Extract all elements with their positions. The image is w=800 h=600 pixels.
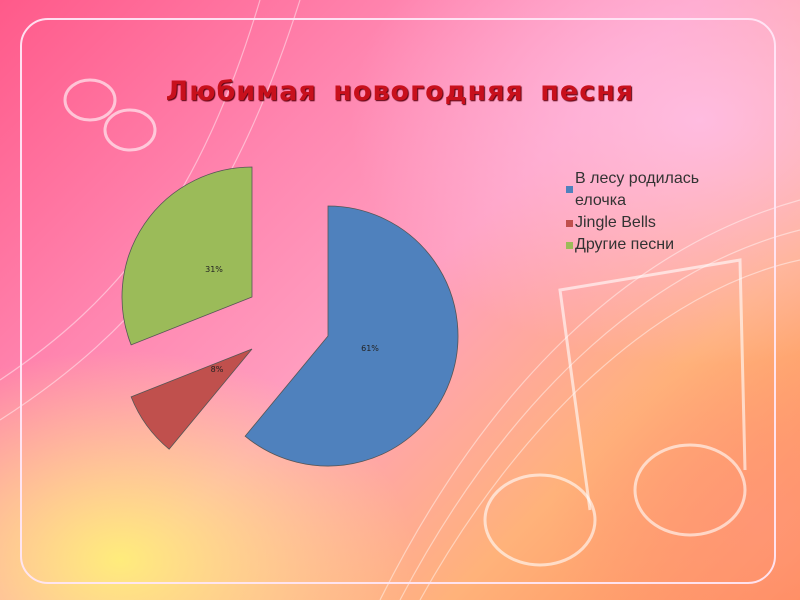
data-label: 31% — [205, 265, 223, 274]
legend-item: Другие песни — [566, 234, 725, 256]
pie-slice — [121, 166, 253, 346]
data-label: 8% — [211, 365, 224, 374]
legend-label: Jingle Bells — [575, 214, 656, 231]
legend-item: Jingle Bells — [566, 212, 725, 234]
legend-swatch — [566, 242, 573, 249]
slide-frame — [20, 18, 776, 584]
pie-slice — [130, 348, 253, 450]
legend-item: В лесу родилась елочка — [566, 168, 725, 212]
data-label: 61% — [361, 344, 379, 353]
legend-label: Другие песни — [575, 236, 675, 253]
legend-label: В лесу родилась елочка — [575, 170, 700, 209]
pie-slice — [244, 205, 459, 467]
legend-swatch — [566, 186, 573, 193]
legend: В лесу родилась елочка Jingle Bells Друг… — [566, 168, 725, 256]
chart-title: Любимая новогодняя песня — [165, 76, 635, 107]
legend-swatch — [566, 220, 573, 227]
